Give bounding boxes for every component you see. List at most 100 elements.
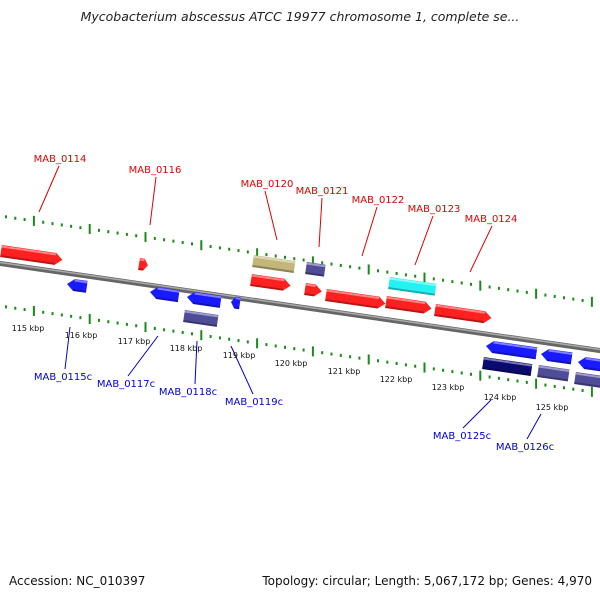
reverse-gene-arrow[interactable]: [540, 348, 573, 365]
accession-text: Accession: NC_010397: [9, 574, 146, 588]
feature-box[interactable]: [482, 357, 533, 376]
bottom-track-tick: [293, 347, 296, 351]
bottom-track-tick: [246, 340, 249, 344]
top-track-tick: [572, 297, 575, 301]
bottom-track-tick: [32, 305, 35, 316]
bottom-track-tick: [191, 332, 193, 336]
top-track-tick: [144, 232, 147, 243]
top-track-tick: [414, 274, 417, 278]
bottom-track-tick: [14, 306, 17, 310]
top-track-tick: [488, 285, 491, 289]
scale-label: 121 kbp: [328, 367, 361, 376]
map-title: Mycobacterium abscessus ATCC 19977 chrom…: [80, 9, 520, 24]
bottom-track-tick: [544, 383, 547, 387]
gene-label[interactable]: MAB_0126c: [496, 442, 554, 453]
gene-label[interactable]: MAB_0116: [129, 165, 182, 176]
bottom-track-tick: [60, 313, 63, 317]
bottom-track-tick: [200, 330, 203, 341]
bottom-track-tick: [42, 310, 45, 314]
reverse-gene-arrow[interactable]: [230, 296, 241, 310]
top-track-tick: [5, 215, 7, 219]
bottom-track-tick: [581, 388, 584, 392]
top-track-tick: [442, 278, 445, 282]
scale-label: 123 kbp: [432, 383, 465, 392]
feature-box[interactable]: [183, 310, 219, 327]
scale-label: 117 kbp: [118, 337, 151, 346]
gene-label[interactable]: MAB_0117c: [97, 379, 155, 390]
bottom-track-tick: [516, 379, 519, 383]
top-track-tick: [311, 256, 314, 267]
forward-gene-arrow[interactable]: [138, 258, 149, 271]
top-track-tick: [460, 281, 463, 285]
bottom-track-tick: [451, 370, 454, 374]
feature-box[interactable]: [252, 255, 296, 273]
bottom-track-tick: [321, 351, 324, 355]
forward-gene-arrow[interactable]: [250, 274, 291, 292]
gene-label[interactable]: MAB_0115c: [34, 372, 92, 383]
gene-label[interactable]: MAB_0121: [296, 186, 349, 197]
bottom-track-tick: [5, 305, 7, 309]
forward-gene-arrow[interactable]: [325, 289, 386, 309]
top-track-tick: [535, 288, 538, 299]
bottom-track-tick: [125, 322, 128, 326]
bottom-track-tick: [525, 380, 528, 384]
bottom-track-tick: [284, 345, 286, 349]
top-track-tick: [265, 253, 268, 257]
bottom-track-tick: [386, 360, 389, 364]
forward-gene-arrow[interactable]: [385, 296, 432, 314]
label-leader-line: [127, 335, 159, 377]
top-track-tick: [237, 249, 240, 253]
top-track-tick: [377, 269, 379, 273]
gene-label[interactable]: MAB_0118c: [159, 387, 217, 398]
bottom-track-tick: [535, 378, 538, 389]
top-track-tick: [209, 245, 212, 249]
top-track-tick: [98, 228, 100, 232]
bottom-track-tick: [339, 353, 342, 357]
top-track-tick: [14, 216, 17, 220]
reverse-gene-arrow[interactable]: [149, 286, 180, 303]
reverse-gene-arrow[interactable]: [186, 291, 222, 308]
top-track-tick: [563, 296, 565, 300]
gene-label[interactable]: MAB_0122: [352, 195, 405, 206]
top-track-tick: [218, 246, 221, 250]
bottom-track-tick: [107, 320, 110, 324]
gene-label[interactable]: MAB_0123: [408, 204, 461, 215]
gene-label[interactable]: MAB_0114: [34, 154, 87, 165]
bottom-track-tick: [256, 338, 259, 349]
feature-box[interactable]: [537, 365, 570, 382]
bottom-track-tick: [358, 356, 361, 360]
feature-box[interactable]: [574, 372, 600, 389]
reverse-gene-arrow[interactable]: [577, 356, 600, 373]
gene-label[interactable]: MAB_0120: [241, 179, 294, 190]
top-track-tick: [330, 262, 333, 266]
top-track-tick: [321, 261, 324, 265]
gene-label[interactable]: MAB_0124: [465, 214, 518, 225]
bottom-track-tick: [98, 318, 100, 322]
top-track-tick: [590, 296, 593, 307]
top-track-tick: [544, 293, 547, 297]
gene-label[interactable]: MAB_0125c: [433, 431, 491, 442]
label-leader-line: [230, 345, 254, 395]
feature-box[interactable]: [388, 277, 437, 296]
bottom-tick-track: [5, 305, 593, 397]
reverse-gene-arrow[interactable]: [485, 340, 538, 360]
top-track-tick: [181, 240, 184, 244]
scale-label: 119 kbp: [223, 351, 256, 360]
top-track-tick: [51, 222, 54, 226]
label-leader-line: [361, 206, 378, 257]
forward-gene-arrow[interactable]: [304, 283, 323, 297]
bottom-track-tick: [172, 329, 175, 333]
feature-box[interactable]: [305, 262, 326, 277]
forward-gene-arrow[interactable]: [434, 304, 492, 324]
label-leader-line: [414, 215, 434, 266]
top-track-tick: [349, 265, 352, 269]
top-track-tick: [293, 257, 296, 261]
reverse-gene-arrow[interactable]: [66, 278, 88, 293]
forward-gene-arrow[interactable]: [0, 245, 63, 266]
top-track-tick: [88, 224, 91, 235]
top-track-tick: [60, 223, 63, 227]
top-track-tick: [200, 240, 203, 251]
scale-label: 118 kbp: [170, 344, 203, 353]
gene-label[interactable]: MAB_0119c: [225, 397, 283, 408]
